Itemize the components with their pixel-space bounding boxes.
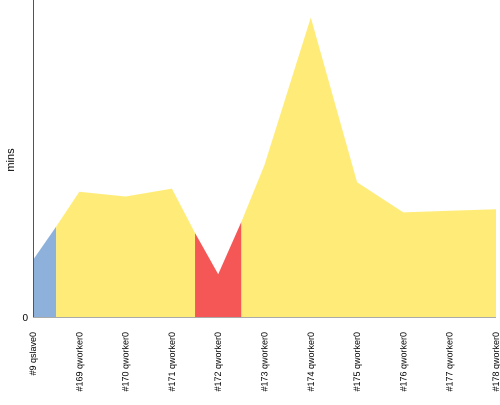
area-segment-1 [56, 188, 196, 317]
x-tick-label: #173 qworker0 [260, 332, 270, 392]
area-segment-3 [241, 17, 496, 317]
x-tick-label: #170 qworker0 [121, 332, 131, 392]
x-tick-label: #176 qworker0 [398, 332, 408, 392]
x-tick-label: #177 qworker0 [445, 332, 455, 392]
x-tick-label: #171 qworker0 [167, 332, 177, 392]
x-tick-label: #178 qworker0 [491, 332, 500, 392]
x-tick-label: #169 qworker0 [74, 332, 84, 392]
y-tick-label: 0 [22, 313, 28, 324]
x-tick-label: #175 qworker0 [352, 332, 362, 392]
area-segment-0 [33, 226, 57, 317]
area-segment-2 [195, 221, 242, 317]
x-tick-labels: #9 qslave0 #169 qworker0 #170 qworker0 #171… [28, 332, 500, 392]
y-axis-label: mins [5, 148, 17, 172]
x-tick-label: #9 qslave0 [28, 332, 38, 376]
x-tick-label: #172 qworker0 [213, 332, 223, 392]
x-tick-label: #174 qworker0 [306, 332, 316, 392]
area-segments [33, 17, 496, 317]
